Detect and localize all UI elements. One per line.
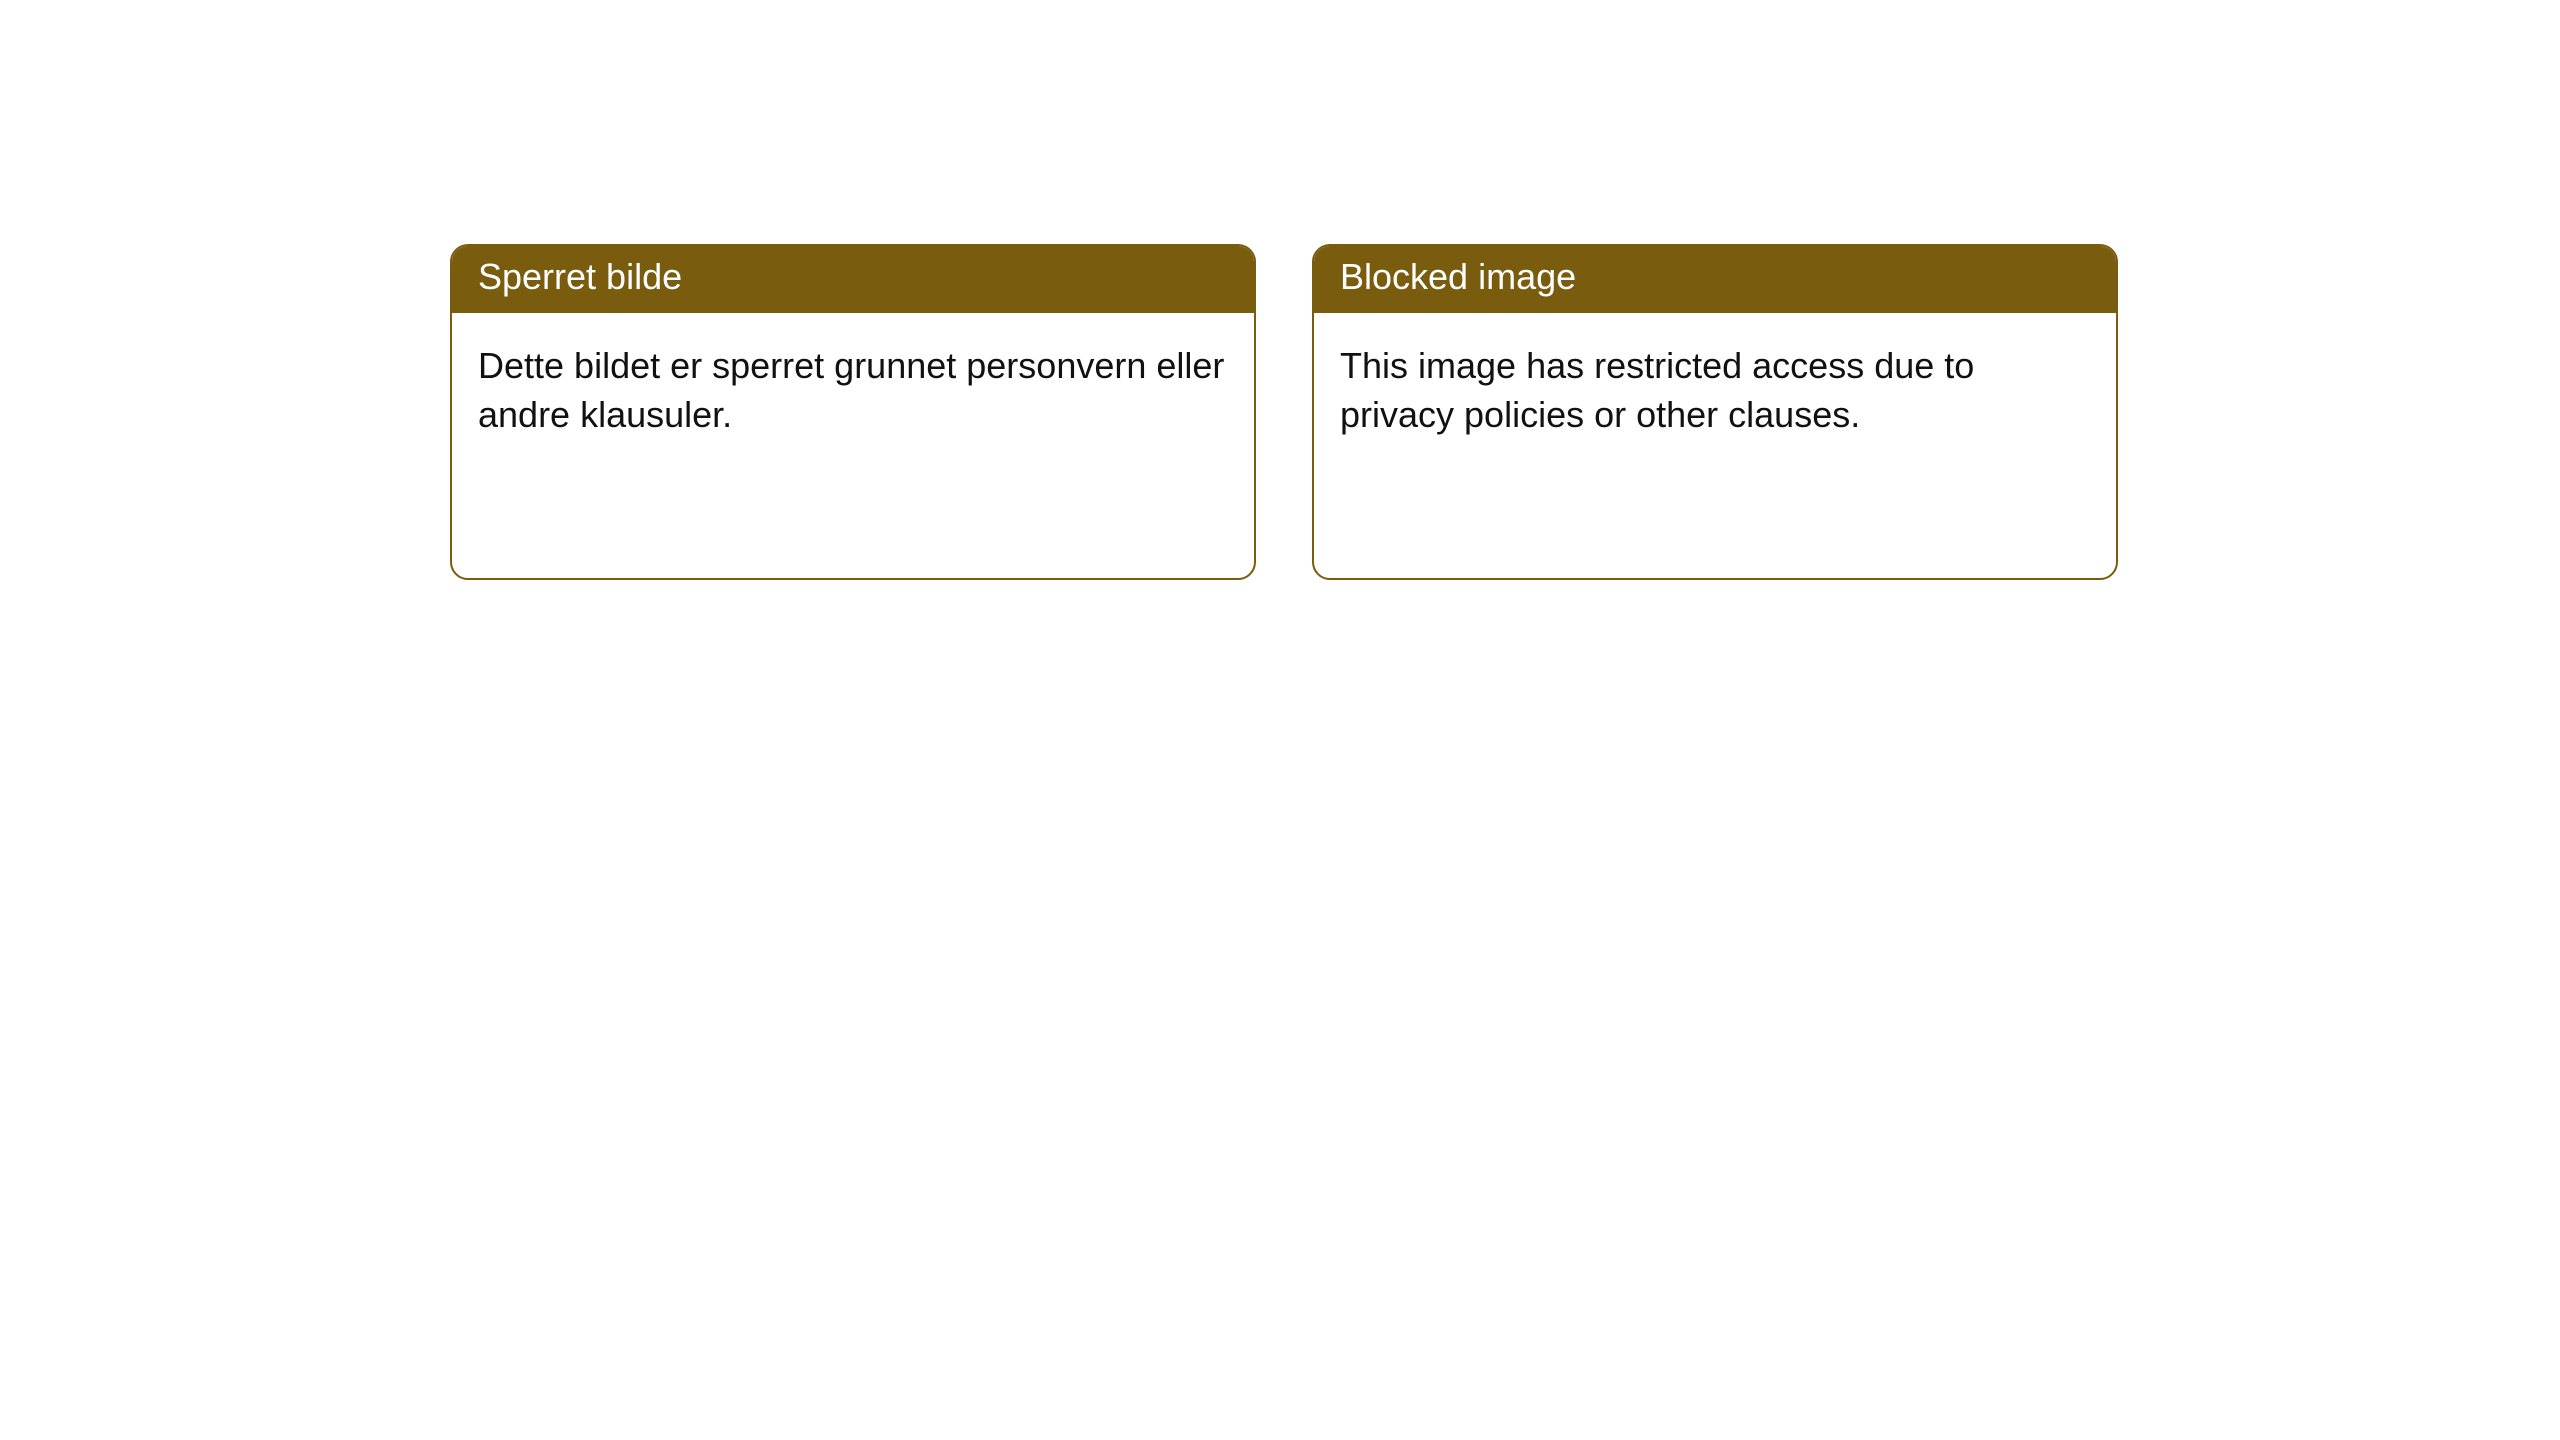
card-header: Blocked image bbox=[1314, 246, 2116, 313]
notice-card-norwegian: Sperret bilde Dette bildet er sperret gr… bbox=[450, 244, 1256, 580]
card-title: Blocked image bbox=[1340, 256, 1576, 297]
card-title: Sperret bilde bbox=[478, 256, 682, 297]
card-message: This image has restricted access due to … bbox=[1340, 345, 1974, 436]
card-header: Sperret bilde bbox=[452, 246, 1254, 313]
card-message: Dette bildet er sperret grunnet personve… bbox=[478, 345, 1224, 436]
card-body: Dette bildet er sperret grunnet personve… bbox=[452, 313, 1254, 460]
notice-card-english: Blocked image This image has restricted … bbox=[1312, 244, 2118, 580]
notice-container: Sperret bilde Dette bildet er sperret gr… bbox=[0, 0, 2560, 580]
card-body: This image has restricted access due to … bbox=[1314, 313, 2116, 460]
